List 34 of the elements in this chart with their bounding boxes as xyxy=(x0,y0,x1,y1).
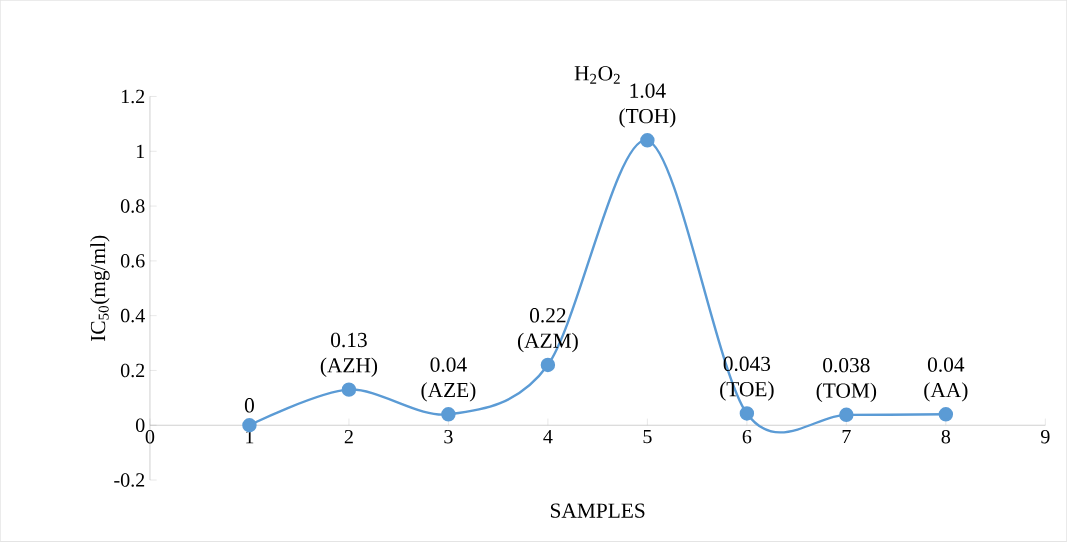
y-tick-label: 0.8 xyxy=(120,199,145,213)
x-tick-label: 4 xyxy=(543,430,553,444)
point xyxy=(540,357,556,373)
point xyxy=(839,407,854,423)
point xyxy=(242,418,257,433)
data-label: 0.04 (AA) xyxy=(924,357,968,402)
data-label: 0.04 (AZE) xyxy=(421,357,476,402)
y-tick-label: -0.2 xyxy=(114,473,145,487)
y-tick-label: 0.4 xyxy=(120,308,145,323)
x-tick-label: 7 xyxy=(842,430,851,444)
x-tick-label: 3 xyxy=(444,430,453,444)
data-label: 1.04 (TOH) xyxy=(619,83,676,128)
y-tick-label: 0 xyxy=(135,418,145,433)
x-tick-label: 0 xyxy=(145,430,155,444)
data-label: 0.038 (TOM) xyxy=(816,358,877,403)
y-tick-label: 0.6 xyxy=(120,254,145,268)
x-tick-label: 8 xyxy=(941,430,951,444)
point xyxy=(640,133,655,148)
y-tick-label: 1 xyxy=(136,144,145,159)
y-axis-title: IC$_{50}$(mg/ml) xyxy=(90,235,110,342)
point xyxy=(739,406,755,421)
data-label: 0 xyxy=(244,398,254,413)
x-tick-label: 5 xyxy=(643,430,652,444)
y-tick-label: 0.2 xyxy=(120,363,145,378)
x-tick-label: 2 xyxy=(344,430,353,444)
x-axis-title: SAMPLES xyxy=(550,503,645,518)
x-tick-label: 6 xyxy=(742,430,752,444)
y-tick-label: 1.2 xyxy=(121,89,145,104)
x-tick-label: 9 xyxy=(1040,430,1050,444)
chart-title: H$_{2}$O$_{2}$ xyxy=(574,66,620,84)
point xyxy=(341,382,357,397)
data-label: 0.13 (AZH) xyxy=(320,332,378,377)
point xyxy=(441,407,456,422)
point xyxy=(938,407,954,422)
